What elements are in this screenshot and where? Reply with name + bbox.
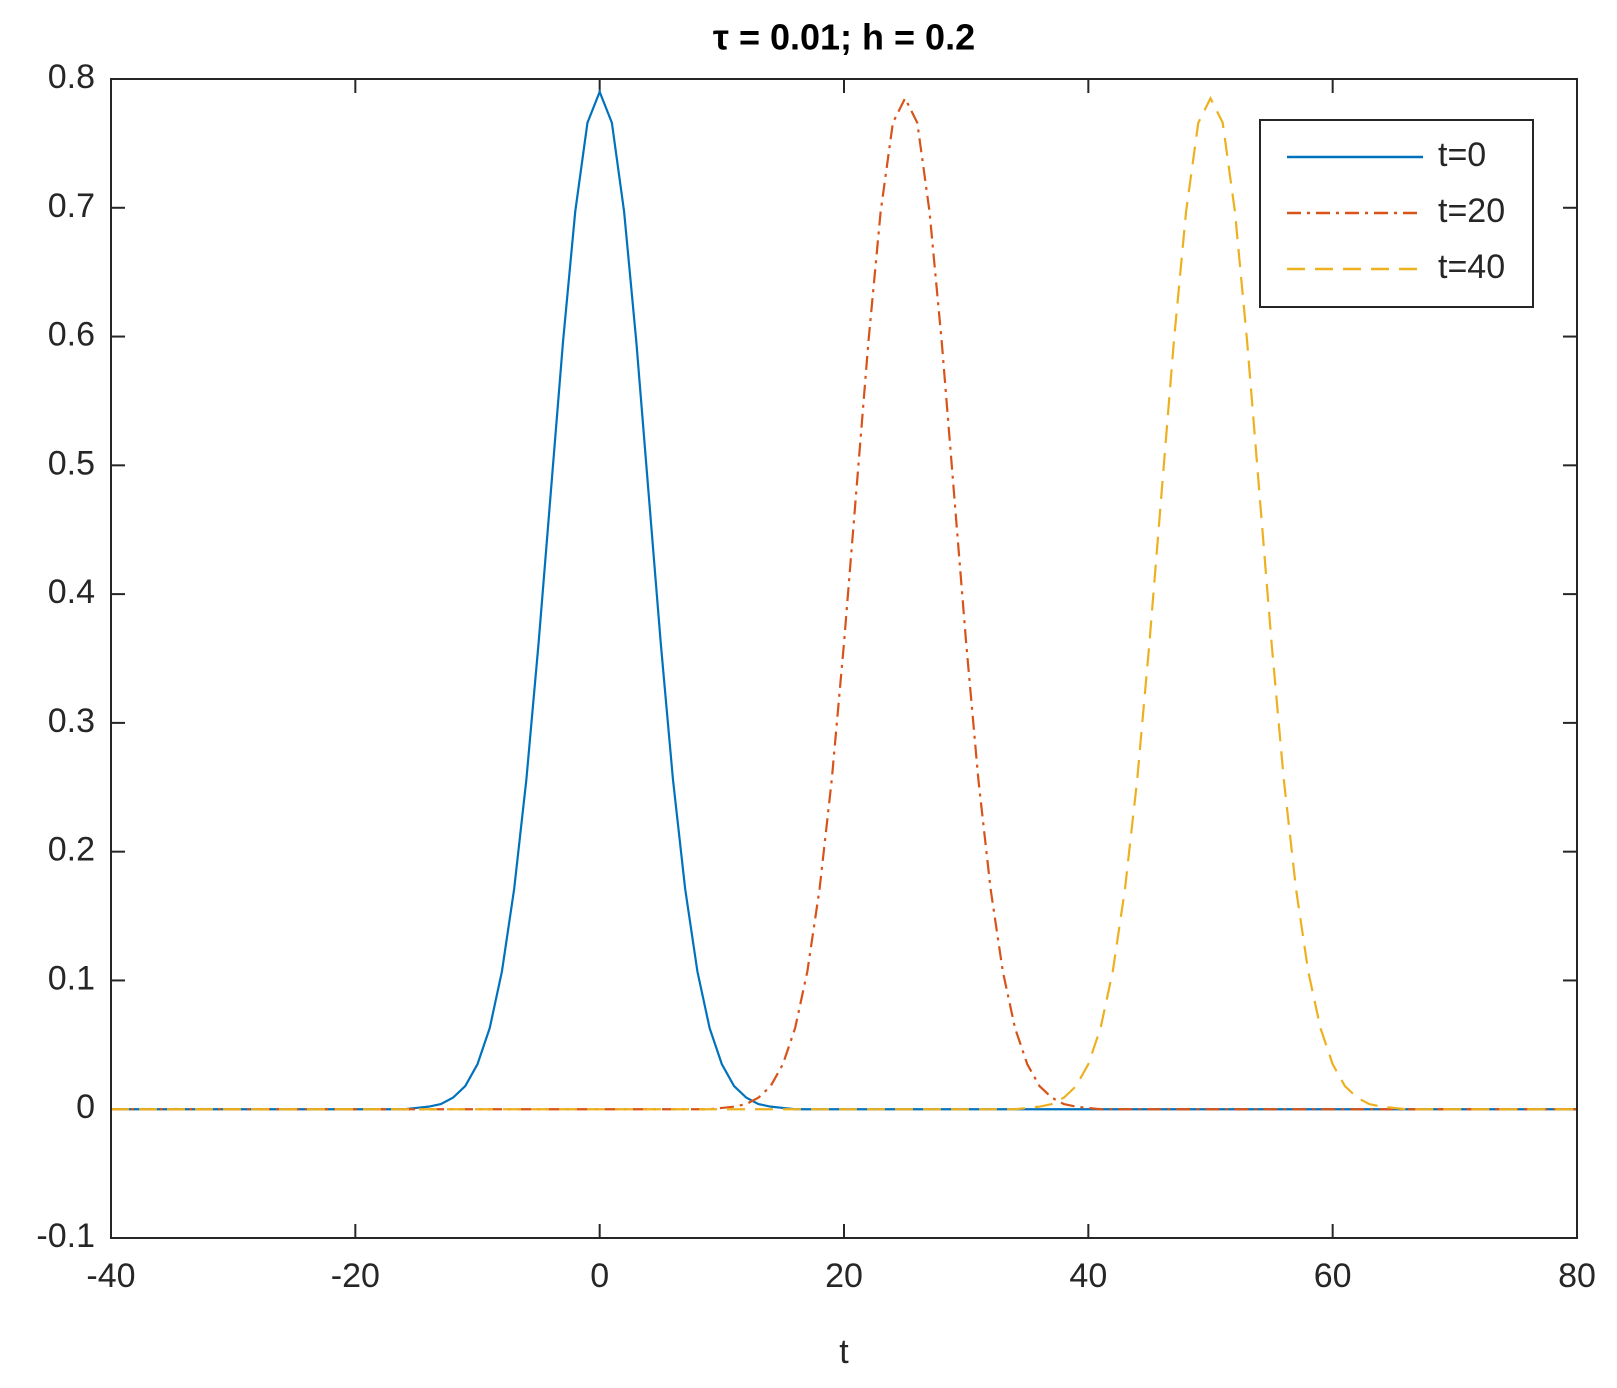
- chart-title: τ = 0.01; h = 0.2: [713, 17, 975, 58]
- y-tick-label: 0.6: [48, 316, 95, 354]
- y-tick-label: 0.7: [48, 187, 95, 225]
- y-tick-label: 0.1: [48, 959, 95, 997]
- plot-lines: [111, 88, 1577, 1111]
- series-line: [111, 95, 1577, 1111]
- y-tick-label: 0.5: [48, 444, 95, 482]
- y-tick-label: 0.4: [48, 573, 95, 611]
- x-tick-label: 80: [1558, 1257, 1596, 1295]
- x-tick-label: -40: [86, 1257, 135, 1295]
- x-tick-label: 60: [1314, 1257, 1352, 1295]
- x-tick-label: 40: [1069, 1257, 1107, 1295]
- legend-label: t=20: [1438, 192, 1505, 230]
- y-tick-label: -0.1: [36, 1217, 95, 1255]
- y-tick-label: 0: [76, 1088, 95, 1126]
- axes-box: [110, 78, 1578, 1239]
- x-tick-label: 20: [825, 1257, 863, 1295]
- y-tick-label: 0.3: [48, 702, 95, 740]
- x-axis-label: t: [839, 1333, 849, 1371]
- series-line: [111, 95, 1577, 1111]
- x-tick-label: -20: [331, 1257, 380, 1295]
- y-tick-label: 0.8: [48, 58, 95, 96]
- legend-label: t=0: [1438, 136, 1486, 174]
- y-tick-label: 0.2: [48, 831, 95, 869]
- legend-label: t=40: [1438, 248, 1505, 286]
- x-tick-label: 0: [590, 1257, 609, 1295]
